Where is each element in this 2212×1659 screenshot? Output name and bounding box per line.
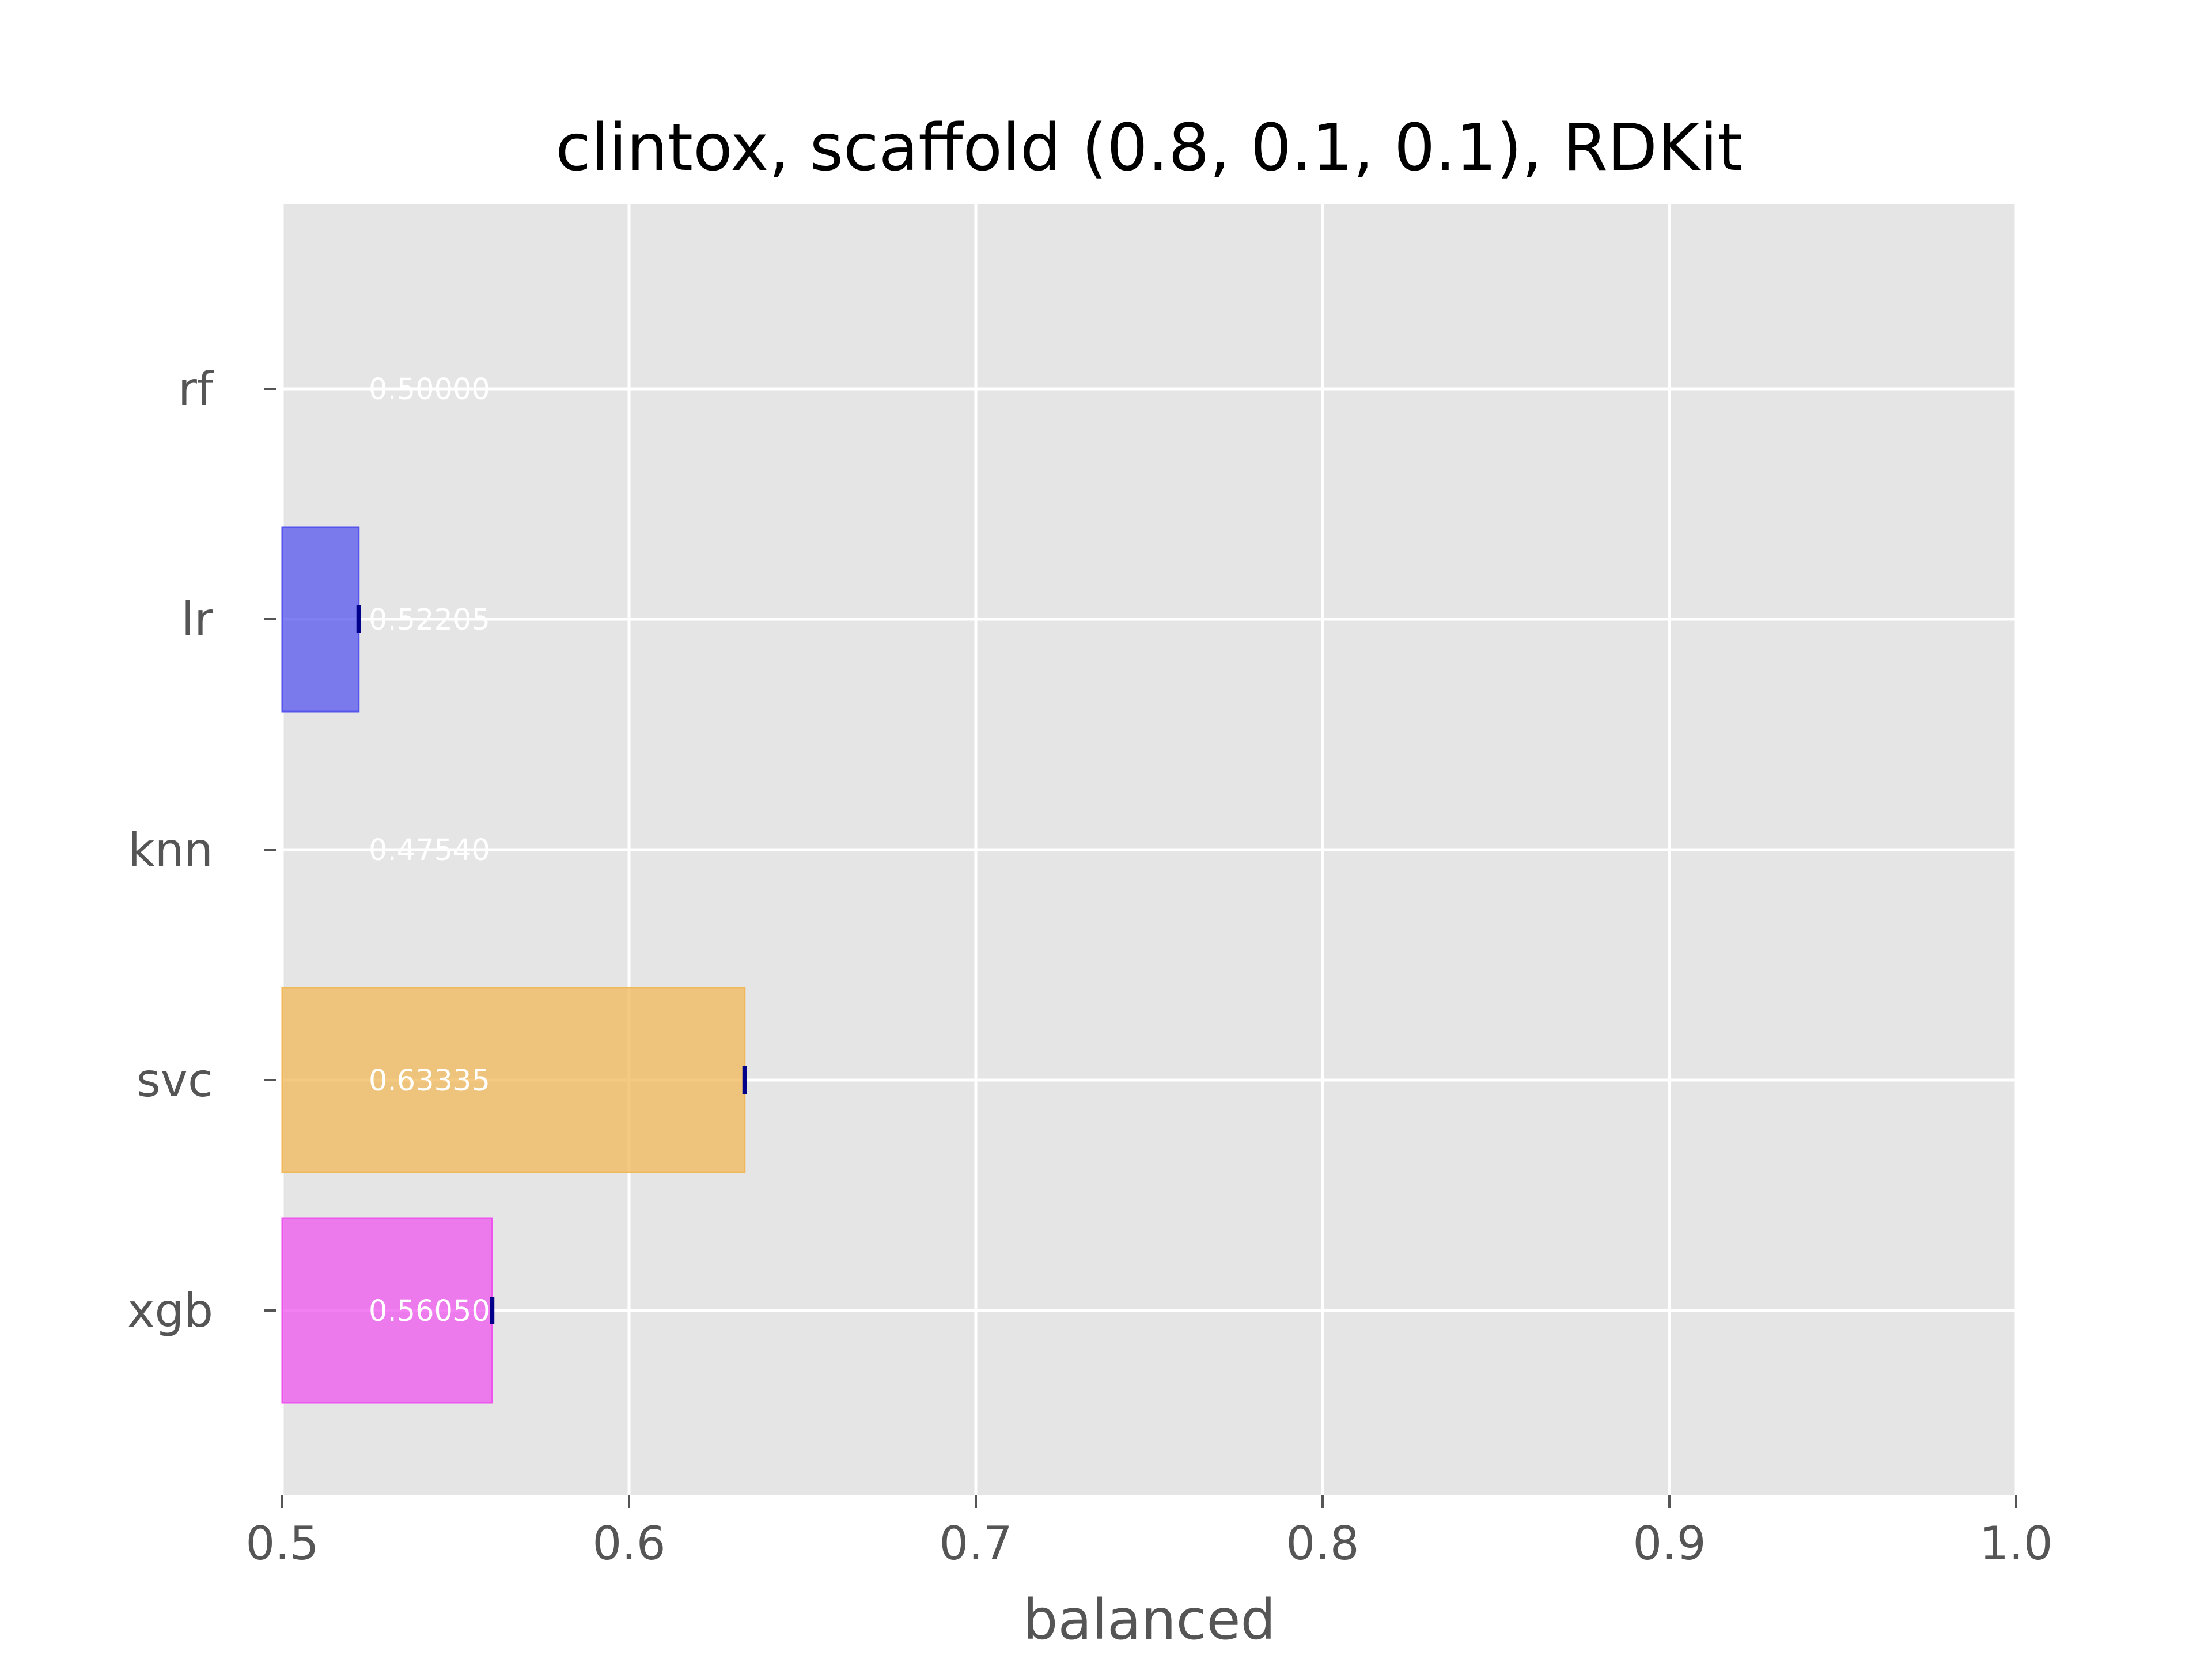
x-tick-label: 0.6 — [592, 1517, 665, 1570]
bar-lr — [281, 526, 360, 713]
y-tick-label-knn: knn — [128, 823, 213, 877]
value-label-knn: 0.47540 — [369, 834, 490, 868]
y-tick-label-lr: lr — [181, 593, 213, 646]
value-label-rf: 0.50000 — [369, 373, 490, 407]
value-labels: 0.50000 0.52205 0.47540 0.63335 0.56050 — [369, 373, 490, 1328]
y-tick-label-xgb: xgb — [127, 1284, 213, 1338]
grid-lines — [281, 204, 2018, 1495]
x-tick-label: 0.7 — [939, 1517, 1012, 1570]
bar-xgb — [281, 1217, 493, 1404]
x-tick-label: 0.8 — [1286, 1517, 1359, 1570]
error-bars — [356, 605, 747, 1324]
x-tick-label: 1.0 — [1979, 1517, 2052, 1570]
bars — [281, 526, 746, 1404]
value-label-xgb: 0.56050 — [369, 1294, 490, 1328]
y-tick-label-rf: rf — [178, 362, 214, 416]
chart-title: clintox, scaffold (0.8, 0.1, 0.1), RDKit — [555, 111, 1743, 185]
value-label-svc: 0.63335 — [369, 1064, 490, 1098]
axis-ticks: 0.5 0.6 0.7 0.8 0.9 1.0 rf lr knn svc xgb — [127, 362, 2053, 1570]
x-tick-label: 0.5 — [245, 1517, 319, 1570]
bar-svc — [281, 987, 746, 1173]
value-label-lr: 0.52205 — [369, 603, 490, 637]
x-axis-label: balanced — [1023, 1588, 1276, 1652]
y-tick-label-svc: svc — [137, 1054, 213, 1107]
x-tick-label: 0.9 — [1633, 1517, 1706, 1570]
